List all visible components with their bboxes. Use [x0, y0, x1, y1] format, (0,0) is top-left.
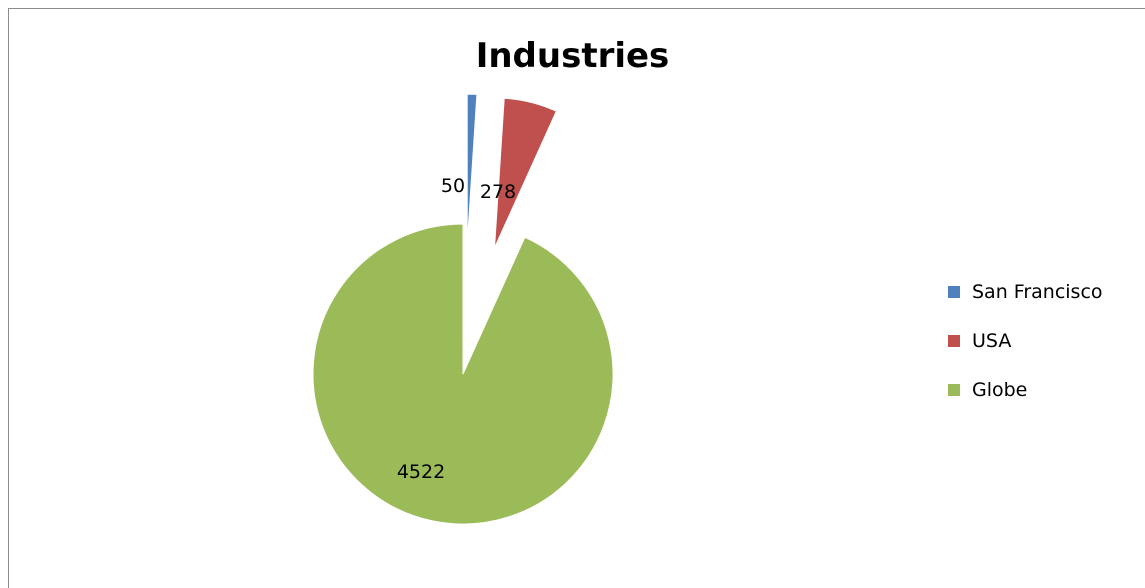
- pie-slice-globe: [312, 223, 614, 525]
- legend: San Francisco USA Globe: [948, 278, 1103, 425]
- legend-swatch: [948, 383, 960, 396]
- data-label-san-francisco: 50: [441, 175, 465, 197]
- legend-label: San Francisco: [972, 280, 1103, 303]
- chart-title: Industries: [475, 36, 670, 76]
- pie-slice-san-francisco: [466, 93, 478, 245]
- legend-label: Globe: [972, 378, 1028, 401]
- legend-item-san-francisco: San Francisco: [948, 278, 1103, 305]
- data-label-globe: 4522: [397, 461, 445, 483]
- pie-slice-usa: [494, 97, 558, 249]
- legend-swatch: [948, 285, 960, 298]
- legend-swatch: [948, 334, 960, 347]
- legend-item-usa: USA: [948, 327, 1103, 354]
- legend-label: USA: [972, 329, 1012, 352]
- legend-item-globe: Globe: [948, 376, 1103, 403]
- data-label-usa: 278: [480, 181, 516, 203]
